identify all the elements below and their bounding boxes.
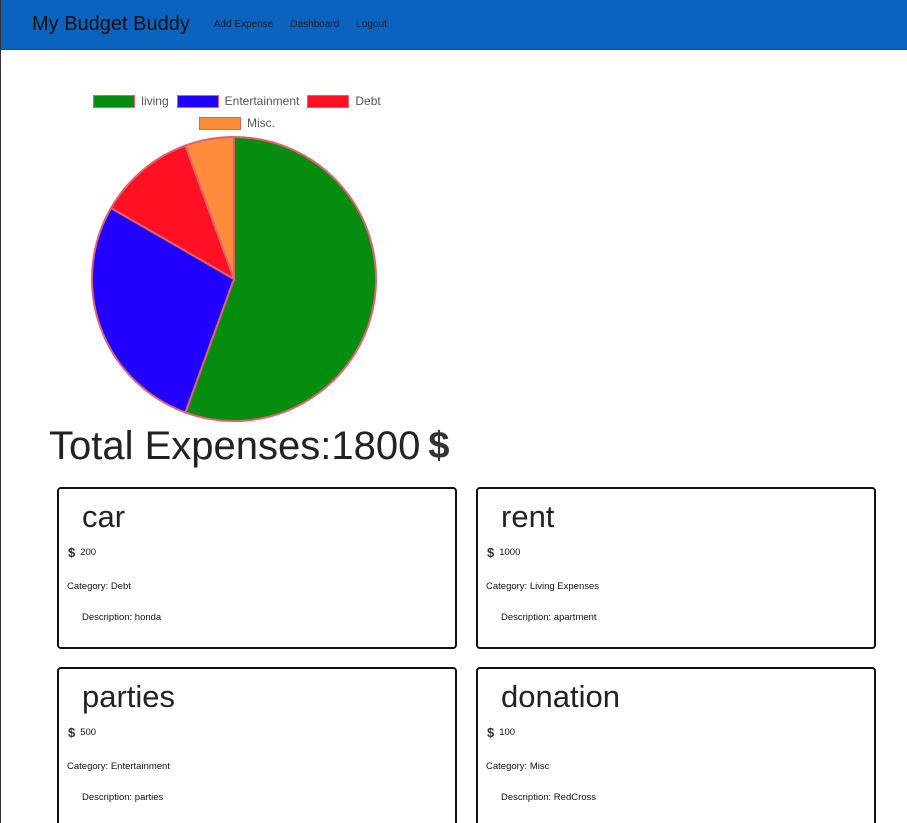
dollar-icon: $ <box>487 725 495 740</box>
expense-amount: $ 200 <box>68 545 96 560</box>
expense-amount-value: 1000 <box>499 547 521 558</box>
legend-swatch <box>307 94 350 108</box>
legend-swatch <box>176 94 219 108</box>
expense-title: car <box>82 499 126 534</box>
expense-amount: $ 1000 <box>487 545 520 560</box>
legend-swatch <box>199 116 241 130</box>
expense-description: Description: parties <box>82 792 164 803</box>
expense-card[interactable]: parties $ 500 Category: Entertainment De… <box>57 667 457 823</box>
legend-row: Misc. <box>87 112 387 134</box>
expense-card[interactable]: car $ 200 Category: Debt Description: ho… <box>57 487 457 649</box>
expense-category: Category: Living Expenses <box>486 581 600 592</box>
legend-item-living[interactable]: living <box>93 94 169 108</box>
expense-description: Description: honda <box>82 612 162 623</box>
expense-description: Description: RedCross <box>501 792 597 803</box>
legend-label: Debt <box>355 94 381 108</box>
expense-category: Category: Misc <box>486 761 550 772</box>
legend-item-misc[interactable]: Misc. <box>199 116 275 130</box>
nav-links: Add Expense Dashboard Logout <box>214 19 404 30</box>
expense-amount-value: 100 <box>499 727 516 738</box>
nav-dashboard[interactable]: Dashboard <box>290 19 340 30</box>
chart-legend: living Entertainment Debt Misc. <box>87 90 387 134</box>
expense-title: donation <box>501 679 620 714</box>
expense-category: Category: Debt <box>67 581 131 592</box>
dollar-icon: $ <box>68 725 76 740</box>
expense-description: Description: apartment <box>501 612 597 623</box>
expense-card[interactable]: rent $ 1000 Category: Living Expenses De… <box>476 487 876 649</box>
legend-label: living <box>141 94 169 108</box>
expense-title: rent <box>501 499 555 534</box>
nav-add-expense[interactable]: Add Expense <box>213 19 274 30</box>
expense-amount-value: 200 <box>80 547 97 558</box>
pie-slice-misc[interactable] <box>184 135 235 280</box>
expense-title: parties <box>82 679 176 714</box>
nav-logout[interactable]: Logout <box>356 19 387 30</box>
legend-item-debt[interactable]: Debt <box>307 94 381 108</box>
pie-slice-living[interactable] <box>184 135 377 422</box>
legend-swatch <box>93 94 136 108</box>
dollar-icon: $ <box>68 545 76 560</box>
expense-amount: $ 100 <box>487 725 515 740</box>
navbar: My Budget Buddy Add Expense Dashboard Lo… <box>1 0 907 50</box>
total-value: 1800 <box>331 424 421 468</box>
pie-svg <box>91 135 377 422</box>
legend-label: Misc. <box>247 116 275 130</box>
legend-row: living Entertainment Debt <box>87 90 387 112</box>
expense-cards: car $ 200 Category: Debt Description: ho… <box>57 487 877 823</box>
total-expenses: Total Expenses: 1800 $ <box>49 424 450 469</box>
dollar-icon: $ <box>428 425 450 467</box>
legend-item-entertainment[interactable]: Entertainment <box>176 94 300 108</box>
dollar-icon: $ <box>487 545 495 560</box>
expense-card[interactable]: donation $ 100 Category: Misc Descriptio… <box>476 667 876 823</box>
legend-label: Entertainment <box>224 94 300 108</box>
expense-amount-value: 500 <box>80 727 97 738</box>
expense-pie-chart <box>87 134 381 428</box>
pie-slice-debt[interactable] <box>109 144 236 282</box>
expense-amount: $ 500 <box>68 725 96 740</box>
total-label: Total Expenses: <box>49 424 332 468</box>
expense-category: Category: Entertainment <box>67 761 170 772</box>
brand-link[interactable]: My Budget Buddy <box>32 13 190 35</box>
